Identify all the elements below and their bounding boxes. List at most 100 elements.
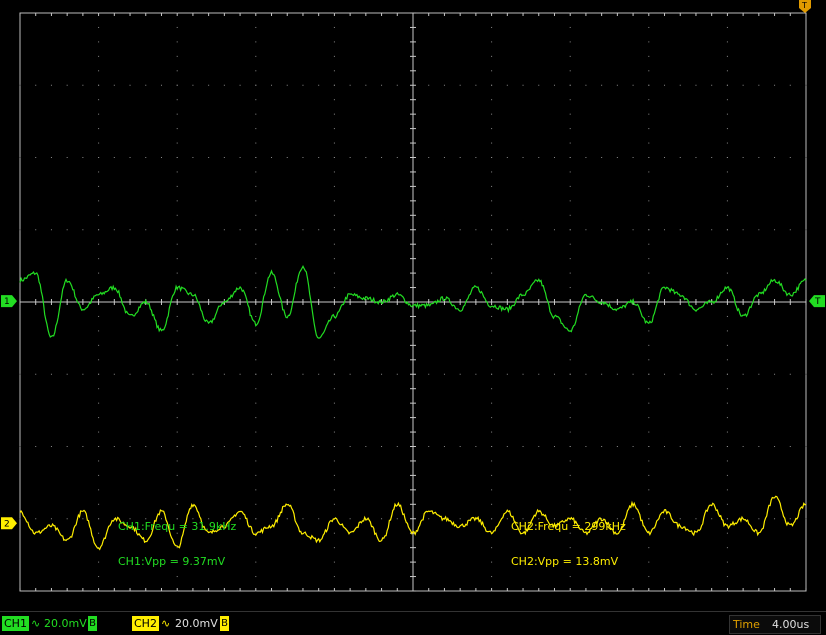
grid-dot [491,315,493,317]
grid-dot [491,229,493,231]
trigger-level-marker[interactable]: T [809,295,825,308]
grid-dot [255,258,257,260]
grid-dot [632,229,634,231]
grid-dot [506,373,508,375]
ch1-status-label[interactable]: CH1 [2,616,29,631]
grid-dot [349,157,351,158]
ch2-scale-value[interactable]: 20.0mV [175,617,218,630]
grid-dot [648,84,650,86]
grid-dot [19,157,21,158]
grid-dot [365,157,367,158]
grid-dot [318,518,320,520]
trigger-level-arrow [809,295,825,308]
grid-dot [381,373,383,375]
grid-dot [648,55,650,57]
grid-dot [585,518,587,520]
grid-dot [176,142,178,144]
grid-dot [98,576,100,578]
ch1-marker[interactable]: 1 [1,295,17,308]
time-label: Time [733,618,760,631]
grid-dot [648,503,650,505]
grid-dot [176,344,178,346]
grid-dot [522,84,524,86]
grid-dot [742,373,744,375]
grid-dot [726,142,728,144]
grid-dot [82,229,84,231]
grid-dot [98,330,100,332]
grid-dot [648,26,650,28]
grid-dot [145,518,147,520]
grid-dot [475,373,477,375]
grid-dot [176,315,178,317]
grid-dot [129,373,131,375]
grid-dot [491,489,493,491]
grid-dot [255,547,257,549]
grid-dot [443,157,445,158]
grid-dot [98,272,100,274]
grid-dot [98,171,100,173]
grid-dot [98,200,100,202]
grid-dot [98,532,100,534]
grid-dot [726,344,728,346]
grid-dot [648,561,650,563]
grid-dot [648,243,650,245]
grid-dot [223,446,225,447]
grid-dot [239,157,241,158]
ch1-scale-value[interactable]: 20.0mV [44,617,87,630]
grid-dot [664,373,666,375]
grid-dot [98,287,100,289]
grid-dot [726,460,728,462]
timebase-panel[interactable]: Time 4.00us [729,615,821,634]
grid-dot [726,128,728,130]
grid-dot [758,446,760,447]
grid-dot [648,547,650,549]
grid-dot [491,26,493,28]
grid-dot [569,70,571,72]
grid-dot [805,518,807,520]
grid-dot [349,518,351,520]
grid-dot [774,157,776,158]
grid-dot [648,200,650,202]
grid-dot [192,84,194,86]
grid-dot [333,113,335,115]
grid-dot [758,157,760,158]
grid-dot [145,373,147,375]
grid-dot [805,84,807,86]
grid-dot [318,373,320,375]
grid-dot [553,157,555,158]
grid-dot [569,41,571,43]
ch1-bandwidth-limit-badge: B [88,616,97,631]
grid-dot [176,84,178,86]
ch2-waveform [19,495,807,551]
grid-dot [648,229,650,231]
ch2-status-label[interactable]: CH2 [132,616,159,631]
grid-dot [286,84,288,86]
trigger-position-marker[interactable]: T [799,0,811,13]
grid-dot [176,243,178,245]
grid-dot [569,489,571,491]
grid-dot [569,113,571,115]
grid-dot [145,229,147,231]
grid-dot [679,229,681,231]
grid-dot [491,576,493,578]
grid-dot [365,229,367,231]
grid-dot [145,446,147,447]
grid-dot [664,446,666,447]
grid-dot [255,344,257,346]
grid-dot [648,258,650,260]
grid-dot [255,373,257,375]
grid-dot [255,128,257,130]
grid-dot [302,157,304,158]
grid-dot [522,229,524,231]
grid-dot [255,489,257,491]
grid-dot [726,561,728,563]
grid-dot [286,229,288,231]
ch2-marker[interactable]: 2 [1,517,17,530]
grid-dot [19,518,21,520]
grid-dot [333,171,335,173]
grid-dot [726,258,728,260]
grid-dot [679,373,681,375]
grid-dot [333,503,335,505]
grid-dot [255,561,257,563]
ch1-marker-arrow [1,295,17,308]
